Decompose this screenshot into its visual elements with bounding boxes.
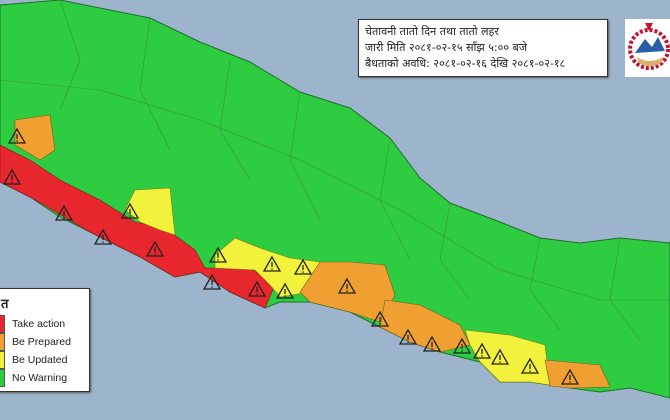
region-be-prepared	[379, 299, 471, 353]
legend-title: त	[1, 296, 9, 311]
nepal-emblem-icon	[625, 19, 670, 77]
region-be-prepared	[544, 359, 611, 389]
legend-label: Take action	[12, 318, 66, 330]
warning-triangle-icon	[247, 280, 267, 297]
warning-triangle-icon	[93, 228, 113, 245]
warning-title: चेतावनी तातो दिन तथा तातो लहर	[365, 25, 499, 38]
legend: त Take action Be Prepared Be Updated No …	[0, 288, 90, 392]
legend-swatch	[0, 315, 5, 333]
warning-triangle-icon	[560, 368, 580, 385]
region-be-updated	[124, 187, 176, 236]
region-be-prepared	[14, 114, 56, 161]
legend-label: No Warning	[12, 372, 68, 384]
warning-triangle-icon	[275, 282, 295, 299]
warning-triangle-icon	[208, 246, 228, 263]
warning-triangle-icon	[7, 127, 27, 144]
warning-triangle-icon	[54, 204, 74, 221]
validity-period: बैधताको अवधि: २०८१-०२-१६ देखि २०८१-०२-१८	[365, 57, 566, 70]
warning-triangle-icon	[422, 335, 442, 352]
warning-triangle-icon	[370, 310, 390, 327]
warning-triangle-icon	[337, 277, 357, 294]
warning-triangle-icon	[490, 348, 510, 365]
warning-triangle-icon	[262, 255, 282, 272]
legend-item-take-action: Take action	[0, 315, 65, 333]
warning-triangle-icon	[472, 342, 492, 359]
legend-swatch	[0, 351, 5, 369]
warning-info-box: चेतावनी तातो दिन तथा तातो लहर जारी मिति …	[358, 19, 608, 77]
region-be-updated	[464, 329, 551, 386]
warning-triangle-icon	[145, 240, 165, 257]
legend-swatch	[0, 333, 5, 351]
warning-triangle-icon	[452, 337, 472, 354]
warning-triangle-icon	[120, 202, 140, 219]
issue-date: जारी मिति २०८१-०२-१५ साँझ ५:०० बजे	[365, 41, 527, 54]
warning-triangle-icon	[2, 168, 22, 185]
warning-triangle-icon	[202, 273, 222, 290]
legend-item-be-updated: Be Updated	[0, 351, 67, 369]
legend-label: Be Updated	[12, 354, 68, 366]
warning-triangle-icon	[398, 328, 418, 345]
legend-item-no-warning: No Warning	[0, 369, 67, 387]
legend-label: Be Prepared	[12, 336, 71, 348]
legend-swatch	[0, 369, 5, 387]
warning-triangle-icon	[293, 258, 313, 275]
warning-triangle-icon	[520, 357, 540, 374]
legend-item-be-prepared: Be Prepared	[0, 333, 71, 351]
district-borders	[0, 0, 670, 341]
